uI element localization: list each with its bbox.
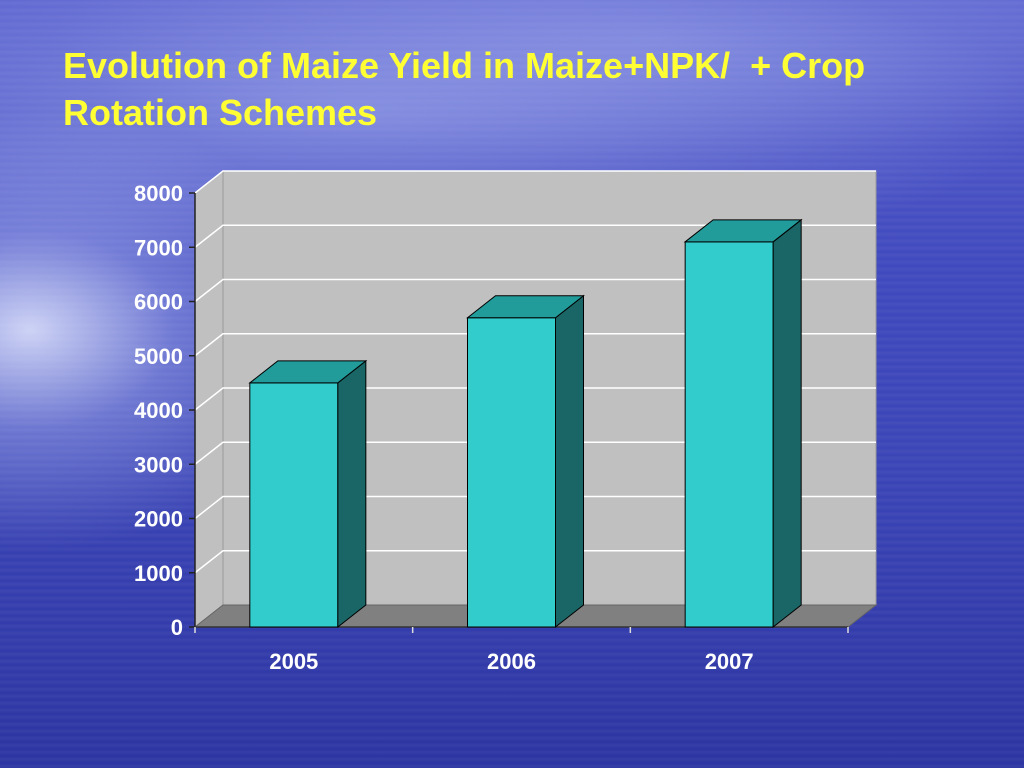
gridline-4000 — [194, 387, 876, 411]
gridline-7000 — [194, 224, 876, 248]
y-tick-label-0: 0 — [171, 615, 183, 640]
gridline-5000 — [194, 333, 876, 357]
bar-front-2006 — [467, 317, 556, 628]
gridline-2000 — [194, 495, 876, 520]
bars — [248, 218, 803, 629]
bar-2006 — [466, 294, 585, 629]
bar-2005 — [248, 359, 368, 629]
y-tick-label-7000: 7000 — [134, 235, 183, 260]
bar-top-2006 — [466, 295, 585, 319]
bar-side-2006 — [555, 294, 584, 629]
x-tick-label-2007: 2007 — [705, 649, 754, 674]
bar-side-2005 — [337, 359, 367, 629]
y-tick-label-8000: 8000 — [134, 181, 183, 206]
bar-top-2005 — [248, 360, 368, 384]
x-tick-label-2005: 2005 — [269, 649, 318, 674]
bar-front-2007 — [684, 241, 774, 628]
gridline-3000 — [194, 441, 876, 465]
y-tick-label-1000: 1000 — [134, 561, 183, 586]
bar-2007 — [683, 218, 803, 629]
y-tick-label-4000: 4000 — [134, 398, 183, 423]
bar-front-2005 — [249, 382, 339, 628]
bar-side-2007 — [772, 218, 802, 629]
gridline-1000 — [194, 550, 876, 574]
gridlines — [194, 170, 876, 574]
gridline-6000 — [194, 278, 876, 303]
y-tick-label-6000: 6000 — [134, 290, 183, 315]
chart-title: Evolution of Maize Yield in Maize+NPK/ +… — [63, 45, 876, 133]
y-tick-labels: 0 1000 2000 3000 4000 5000 6000 7000 8000 — [134, 181, 183, 640]
y-tick-label-3000: 3000 — [134, 452, 183, 477]
y-tick-label-2000: 2000 — [134, 507, 183, 532]
y-tick-label-5000: 5000 — [134, 344, 183, 369]
bar-top-2007 — [683, 219, 803, 243]
gridline-8000 — [194, 170, 876, 194]
x-tick-labels: 2005 2006 2007 — [269, 649, 753, 674]
x-tick-label-2006: 2006 — [487, 649, 536, 674]
